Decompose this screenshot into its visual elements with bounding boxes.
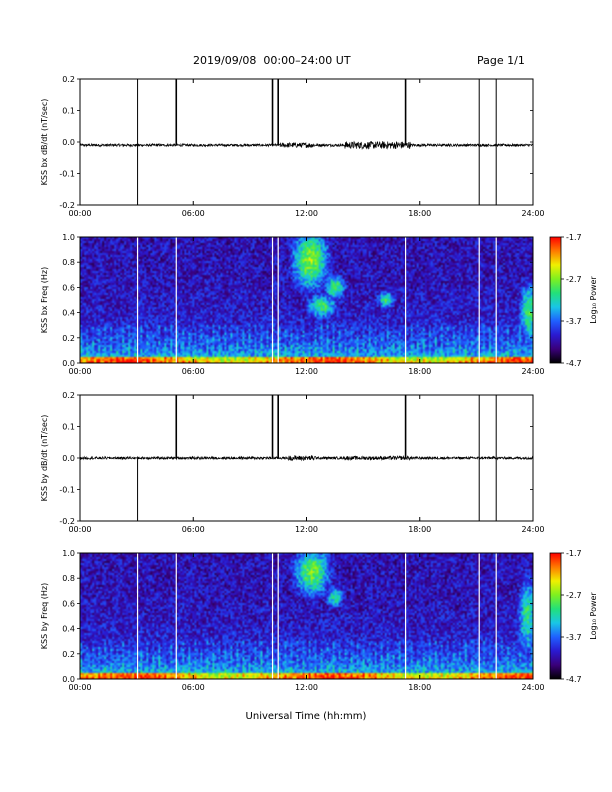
panel-kss-by-dbdt: -0.2 -0.1 0.0 0.1 0.2 KSS by dB/dt (nT/sec) 00… [40, 391, 545, 534]
y-tick-label: 0.0 [62, 454, 75, 463]
colorbar-tick-label: -4.7 [566, 359, 582, 368]
colorbar-tick-label: -3.7 [566, 317, 582, 326]
y-tick-label: 0.1 [62, 107, 75, 116]
colorbar-tick-label: -4.7 [566, 675, 582, 684]
spectrogram-image [80, 553, 533, 679]
y-tick-label: 0.4 [62, 625, 75, 634]
x-tick-label: 12:00 [295, 683, 318, 692]
x-tick-label: 12:00 [295, 525, 318, 534]
y-tick-label: -0.2 [59, 201, 75, 210]
y-tick-label: 0.0 [62, 359, 75, 368]
y-tick-label: 0.0 [62, 675, 75, 684]
y-tick-label: -0.1 [59, 486, 75, 495]
y-tick-label: 0.2 [62, 650, 75, 659]
y-tick-label: 1.0 [62, 549, 75, 558]
y-axis-label: KSS by dB/dt (nT/sec) [40, 415, 49, 502]
colorbar-tick-label: -2.7 [566, 591, 582, 600]
y-tick-label: 0.4 [62, 309, 75, 318]
x-tick-label: 06:00 [182, 525, 205, 534]
y-axis-label: KSS bx dB/dt (nT/sec) [40, 99, 49, 186]
x-tick-label: 24:00 [521, 209, 544, 218]
y-tick-label: 0.6 [62, 283, 75, 292]
x-tick-label: 00:00 [68, 525, 91, 534]
panel-kss-bx-dbdt: -0.2 -0.1 0.0 0.1 0.2 KSS bx dB/dt (nT/sec) 00… [40, 75, 545, 218]
colorbar-tick-label: -3.7 [566, 633, 582, 642]
y-tick-label: 0.1 [62, 423, 75, 432]
y-tick-label: 0.2 [62, 391, 75, 400]
y-tick-label: -0.1 [59, 170, 75, 179]
x-tick-label: 06:00 [182, 209, 205, 218]
x-tick-label: 06:00 [182, 367, 205, 376]
x-tick-label: 06:00 [182, 683, 205, 692]
x-tick-label: 12:00 [295, 209, 318, 218]
spectrogram-image [80, 237, 533, 363]
x-tick-label: 18:00 [408, 525, 431, 534]
colorbar-label: Log₁₀ Power [589, 276, 598, 324]
y-tick-label: 0.8 [62, 574, 75, 583]
x-tick-label: 18:00 [408, 367, 431, 376]
x-tick-label: 00:00 [68, 209, 91, 218]
plot-frame [79, 78, 534, 206]
y-tick-label: 0.6 [62, 599, 75, 608]
colorbar [549, 552, 562, 680]
panel-kss-by-freq: -1.7 -2.7 -3.7 -4.7 Log₁₀ Power 0.0 0.2 0.4 0.6 0… [40, 549, 598, 692]
colorbar-tick-label: -2.7 [566, 275, 582, 284]
panel-kss-bx-freq: -1.7 -2.7 -3.7 -4.7 Log₁₀ Power 0.0 0.2 0.4 0.6 0… [40, 233, 598, 376]
y-tick-label: -0.2 [59, 517, 75, 526]
y-tick-label: 1.0 [62, 233, 75, 242]
colorbar-label: Log₁₀ Power [589, 592, 598, 640]
y-tick-label: 0.8 [62, 258, 75, 267]
x-tick-label: 00:00 [68, 367, 91, 376]
y-axis-label: KSS bx Freq (Hz) [40, 267, 49, 333]
y-tick-label: 0.2 [62, 334, 75, 343]
colorbar [549, 236, 562, 364]
x-tick-label: 18:00 [408, 683, 431, 692]
x-tick-label: 12:00 [295, 367, 318, 376]
colorbar-tick-label: -1.7 [566, 233, 582, 242]
dbdt-trace [79, 454, 534, 462]
x-tick-label: 24:00 [521, 525, 544, 534]
y-tick-label: 0.0 [62, 138, 75, 147]
y-axis-label: KSS by Freq (Hz) [40, 583, 49, 649]
page-header: 2019/09/08 00:00–24:00 UT Page 1/1 [0, 54, 612, 70]
y-tick-label: 0.2 [62, 75, 75, 84]
x-tick-label: 18:00 [408, 209, 431, 218]
x-tick-label: 24:00 [521, 367, 544, 376]
x-axis-title: Universal Time (hh:mm) [245, 711, 367, 722]
colorbar-tick-label: -1.7 [566, 549, 582, 558]
page-number: Page 1/1 [477, 54, 525, 67]
x-tick-label: 00:00 [68, 683, 91, 692]
x-tick-label: 24:00 [521, 683, 544, 692]
plot-title: 2019/09/08 00:00–24:00 UT [193, 54, 351, 67]
dbdt-trace [79, 140, 534, 151]
